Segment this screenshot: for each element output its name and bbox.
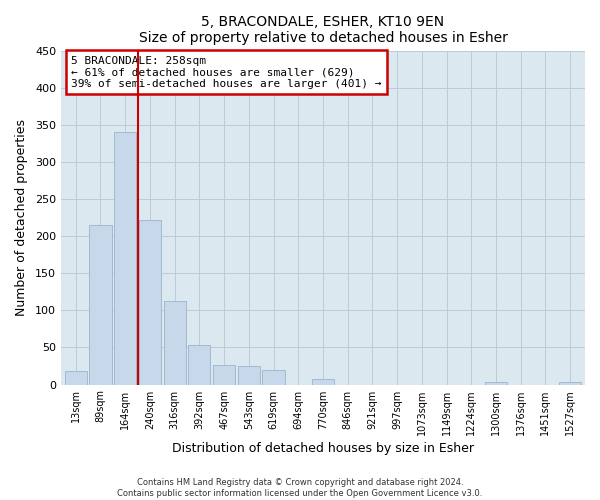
Text: 5 BRACONDALE: 258sqm
← 61% of detached houses are smaller (629)
39% of semi-deta: 5 BRACONDALE: 258sqm ← 61% of detached h… (71, 56, 382, 88)
Y-axis label: Number of detached properties: Number of detached properties (15, 119, 28, 316)
Bar (65, 371, 87, 384)
Bar (485, 382, 507, 384)
X-axis label: Distribution of detached houses by size in Esher: Distribution of detached houses by size … (172, 442, 474, 455)
Bar (238, 366, 260, 384)
Bar (164, 300, 186, 384)
Bar (114, 132, 136, 384)
Bar (559, 382, 581, 384)
Bar (139, 220, 161, 384)
Bar (89, 225, 112, 384)
Bar (213, 366, 235, 384)
Bar (188, 345, 211, 385)
Title: 5, BRACONDALE, ESHER, KT10 9EN
Size of property relative to detached houses in E: 5, BRACONDALE, ESHER, KT10 9EN Size of p… (139, 15, 508, 45)
Text: Contains HM Land Registry data © Crown copyright and database right 2024.
Contai: Contains HM Land Registry data © Crown c… (118, 478, 482, 498)
Bar (312, 380, 334, 384)
Bar (262, 370, 284, 384)
